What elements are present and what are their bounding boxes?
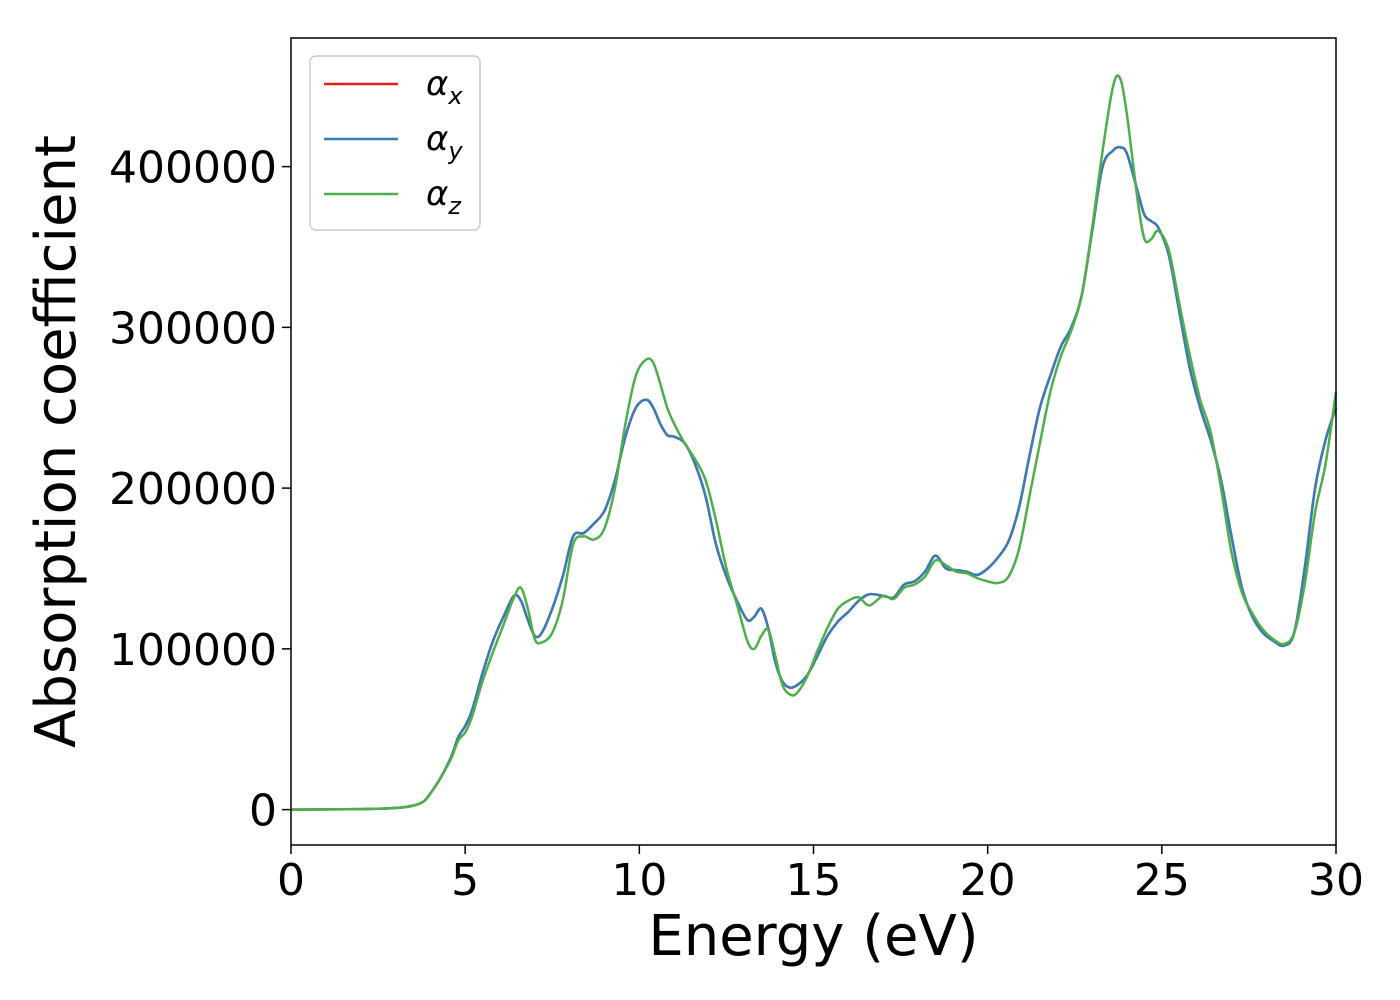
series-lines (290, 74, 1338, 811)
y-tick-label: 0 (249, 786, 277, 837)
series-line-alpha-y (290, 145, 1338, 811)
y-tick-label: 200000 (109, 464, 277, 515)
legend-box (309, 55, 481, 231)
x-tick-label: 20 (960, 855, 1016, 906)
y-axis-ticks: 0 100000 200000 300000 400000 (109, 143, 291, 837)
x-tick-label: 0 (277, 855, 305, 906)
y-tick-label: 400000 (109, 143, 277, 194)
legend-label-alpha-y: αy (426, 119, 463, 165)
y-axis-title: Absorption coefficient (24, 135, 89, 748)
x-axis-ticks: 0 5 10 15 20 25 30 (277, 845, 1364, 906)
plot-area-frame (290, 37, 1337, 846)
legend-label-alpha-z: αz (426, 174, 462, 220)
series-line-alpha-x (290, 145, 1338, 811)
series-line-alpha-z (290, 74, 1338, 811)
x-tick-label: 5 (451, 855, 479, 906)
x-tick-label: 25 (1134, 855, 1190, 906)
y-tick-label: 100000 (109, 625, 277, 676)
legend-label-alpha-x: αx (426, 64, 463, 110)
x-tick-label: 10 (611, 855, 667, 906)
legend: αx αy αz (309, 55, 481, 231)
x-tick-label: 30 (1308, 855, 1364, 906)
y-tick-label: 300000 (109, 303, 277, 354)
x-tick-label: 15 (786, 855, 842, 906)
x-axis-title: Energy (eV) (648, 904, 978, 969)
